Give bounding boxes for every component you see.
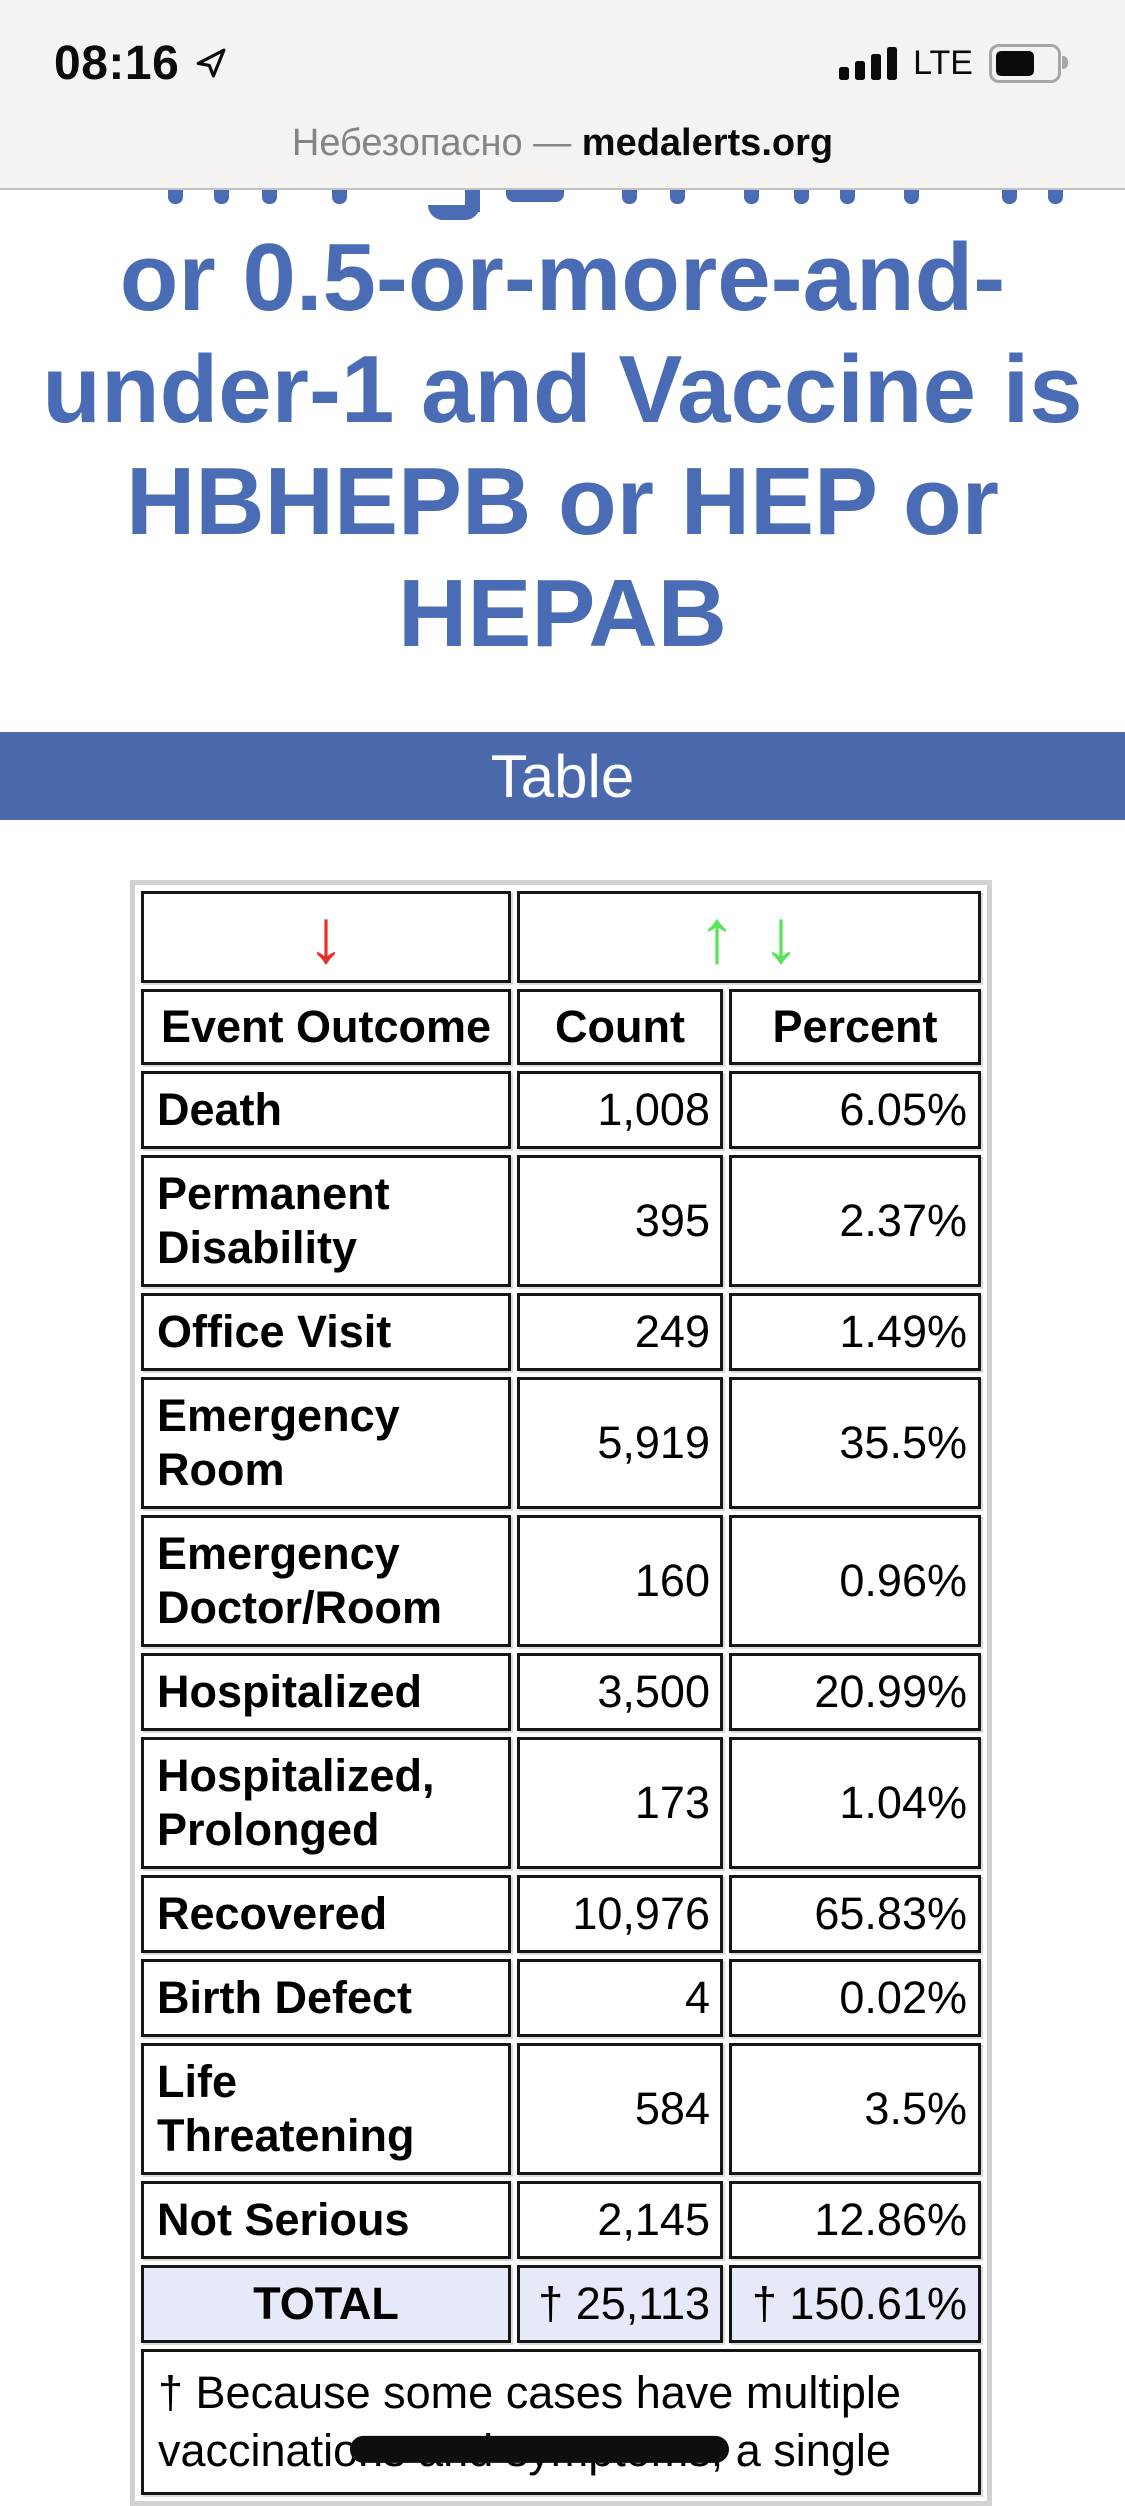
section-banner-title: Table [490, 742, 635, 810]
table-row: Death 1,008 6.05% [141, 1071, 981, 1149]
percent-cell: 6.05% [729, 1071, 981, 1149]
url-bar[interactable]: Небезопасно — medalerts.org [0, 122, 1125, 165]
url-domain: medalerts.org [581, 122, 834, 164]
table-row: Not Serious 2,145 12.86% [141, 2181, 981, 2259]
network-type-label: LTE [913, 43, 973, 82]
browser-chrome: 08:16 LTE Небезопасно — medalerts.org [0, 0, 1125, 190]
percent-cell: 1.49% [729, 1293, 981, 1371]
percent-cell: 12.86% [729, 2181, 981, 2259]
footnote-row: † Because some cases have multiple vacci… [141, 2349, 981, 2495]
total-row: TOTAL † 25,113 † 150.61% [141, 2265, 981, 2343]
table-row: Office Visit 249 1.49% [141, 1293, 981, 1371]
percent-cell: 0.96% [729, 1515, 981, 1647]
total-label-cell: TOTAL [141, 2265, 511, 2343]
outcome-cell: Hospitalized [141, 1653, 511, 1731]
page-title-line: HEPAB [398, 560, 727, 667]
outcome-cell: Death [141, 1071, 511, 1149]
status-time: 08:16 [54, 36, 180, 90]
outcome-cell: Birth Defect [141, 1959, 511, 2037]
column-header-count: Count [517, 989, 723, 1065]
table-header-row: Event Outcome Count Percent [141, 989, 981, 1065]
page-title-line: HBHEPB or HEP or [125, 448, 1000, 555]
total-count-cell: † 25,113 [517, 2265, 723, 2343]
table-row: Permanent Disability 395 2.37% [141, 1155, 981, 1287]
status-bar: 08:16 LTE [0, 28, 1125, 98]
column-header-outcome: Event Outcome [141, 989, 511, 1065]
percent-cell: 2.37% [729, 1155, 981, 1287]
footnote-text: a single [723, 2425, 891, 2476]
percent-cell: 35.5% [729, 1377, 981, 1509]
page-title-line: under-1 and Vaccine is [42, 336, 1083, 443]
percent-cell: 20.99% [729, 1653, 981, 1731]
outcome-cell: Office Visit [141, 1293, 511, 1371]
battery-icon [989, 43, 1068, 83]
outcome-cell: Permanent Disability [141, 1155, 511, 1287]
outcome-cell: Hospitalized, Prolonged [141, 1737, 511, 1869]
outcome-cell: Life Threatening [141, 2043, 511, 2175]
percent-cell: 1.04% [729, 1737, 981, 1869]
url-separator: — [522, 122, 582, 164]
count-cell: 10,976 [517, 1875, 723, 1953]
table-row: Life Threatening 584 3.5% [141, 2043, 981, 2175]
outcome-cell: Recovered [141, 1875, 511, 1953]
table-row: Birth Defect 4 0.02% [141, 1959, 981, 2037]
page-title: or 0.5-or-more-and- under-1 and Vaccine … [0, 222, 1125, 670]
count-cell: 2,145 [517, 2181, 723, 2259]
outcome-cell: Emergency Doctor/Room [141, 1515, 511, 1647]
footnote-cell: † Because some cases have multiple vacci… [141, 2349, 981, 2495]
count-cell: 584 [517, 2043, 723, 2175]
cellular-signal-icon [839, 46, 898, 80]
outcome-sort-cell: ↓ [141, 891, 511, 983]
percent-cell: 0.02% [729, 1959, 981, 2037]
table-row: Hospitalized, Prolonged 173 1.04% [141, 1737, 981, 1869]
count-cell: 3,500 [517, 1653, 723, 1731]
count-cell: 395 [517, 1155, 723, 1287]
count-cell: 249 [517, 1293, 723, 1371]
footnote-struck-text: ns and symptoms, [358, 2425, 724, 2476]
sort-controls-row: ↓ ↑ ↓ [141, 891, 981, 983]
total-percent-cell: † 150.61% [729, 2265, 981, 2343]
clipped-heading-line [0, 190, 1125, 224]
column-header-percent: Percent [729, 989, 981, 1065]
outcome-cell: Not Serious [141, 2181, 511, 2259]
count-cell: 4 [517, 1959, 723, 2037]
table-row: Recovered 10,976 65.83% [141, 1875, 981, 1953]
sort-ascending-green-arrow-icon[interactable]: ↑ [698, 894, 736, 979]
sort-descending-green-arrow-icon[interactable]: ↓ [762, 894, 800, 979]
page-title-line: or 0.5-or-more-and- [119, 224, 1006, 331]
count-cell: 173 [517, 1737, 723, 1869]
outcome-cell: Emergency Room [141, 1377, 511, 1509]
table-row: Emergency Room 5,919 35.5% [141, 1377, 981, 1509]
clipped-descender-fragment [428, 190, 480, 220]
security-label: Небезопасно [291, 122, 523, 164]
percent-cell: 65.83% [729, 1875, 981, 1953]
table-row: Emergency Doctor/Room 160 0.96% [141, 1515, 981, 1647]
event-outcome-table: ↓ ↑ ↓ Event Outcome Count Percent Death 1,… [130, 880, 992, 2506]
count-cell: 160 [517, 1515, 723, 1647]
count-cell: 1,008 [517, 1071, 723, 1149]
count-cell: 5,919 [517, 1377, 723, 1509]
sort-descending-red-arrow-icon[interactable]: ↓ [307, 894, 345, 979]
section-banner: Table [0, 732, 1125, 820]
value-sort-cell: ↑ ↓ [517, 891, 981, 983]
percent-cell: 3.5% [729, 2043, 981, 2175]
table-row: Hospitalized 3,500 20.99% [141, 1653, 981, 1731]
location-arrow-icon [193, 45, 229, 81]
